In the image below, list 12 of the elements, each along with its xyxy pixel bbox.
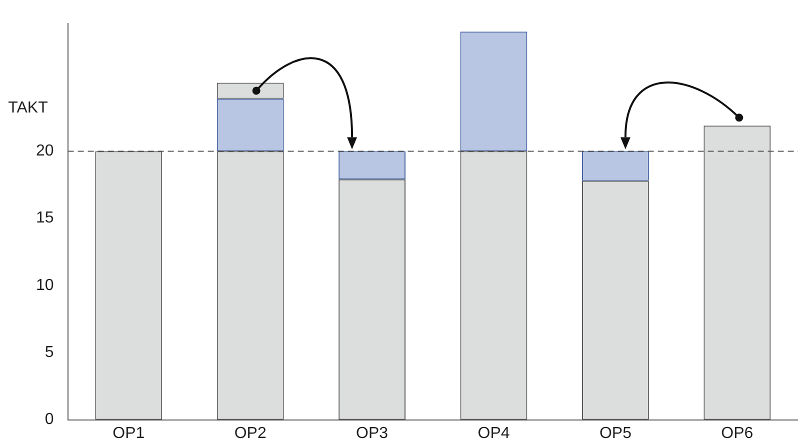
x-tick-label: OP4 <box>478 424 510 442</box>
y-tick-label: 5 <box>44 344 54 362</box>
y-tick-label: 15 <box>36 210 54 227</box>
x-tick-label: OP5 <box>599 424 632 442</box>
x-tick-label: OP6 <box>721 424 754 442</box>
x-tick-label: OP2 <box>234 424 266 442</box>
x-tick-label: OP3 <box>356 424 388 442</box>
ref-line-label: TAKT <box>8 100 48 117</box>
y-tick-label: 10 <box>36 276 54 294</box>
y-tick-label: 20 <box>36 142 54 160</box>
y-tick-label: 0 <box>44 411 54 428</box>
x-tick-label: OP1 <box>112 424 145 442</box>
